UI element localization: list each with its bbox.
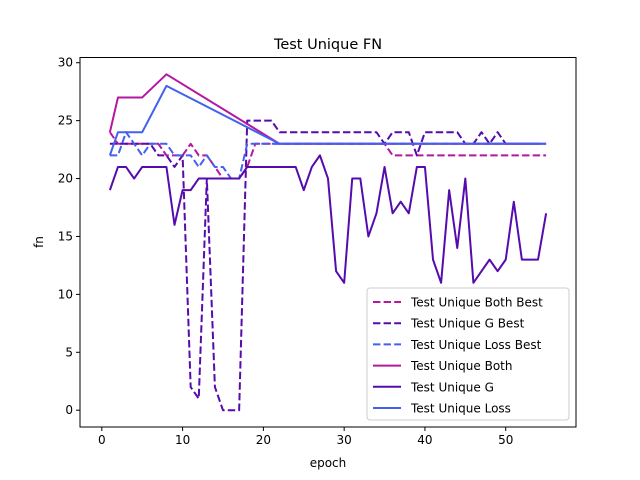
y-tick-label: 10	[58, 287, 73, 301]
series-line-5	[108, 154, 548, 284]
x-tick-label: 50	[498, 433, 513, 447]
y-tick-label: 5	[65, 345, 73, 359]
x-axis-label: epoch	[310, 456, 347, 470]
series-lines	[108, 73, 548, 412]
x-tick-label: 0	[98, 433, 106, 447]
axis-ticks: 0 10 20 30 40 50 0 5 10 15 20 25 30	[58, 56, 514, 447]
y-tick-label: 15	[58, 229, 73, 243]
x-tick-label: 10	[175, 433, 190, 447]
x-tick-label: 30	[337, 433, 352, 447]
legend-box	[366, 287, 570, 421]
legend-label: Test Unique Loss	[410, 402, 511, 416]
chart-title: Test Unique FN	[273, 37, 382, 53]
legend: Test Unique Both Best Test Unique G Best T…	[366, 287, 570, 421]
legend-label: Test Unique Both	[410, 359, 512, 373]
y-axis-label: fn	[32, 236, 46, 248]
plot-area-frame	[79, 57, 577, 428]
y-tick-label: 20	[58, 172, 73, 186]
y-tick-label: 0	[65, 403, 73, 417]
legend-label: Test Unique Loss Best	[410, 338, 542, 352]
y-tick-label: 25	[58, 114, 73, 128]
legend-label: Test Unique G	[410, 380, 494, 394]
series-line-6	[108, 84, 547, 156]
legend-label: Test Unique G Best	[410, 317, 525, 331]
legend-label: Test Unique Both Best	[410, 296, 543, 310]
y-tick-label: 30	[58, 56, 73, 70]
x-tick-label: 40	[417, 433, 432, 447]
series-line-4	[108, 73, 539, 145]
x-tick-label: 20	[256, 433, 271, 447]
